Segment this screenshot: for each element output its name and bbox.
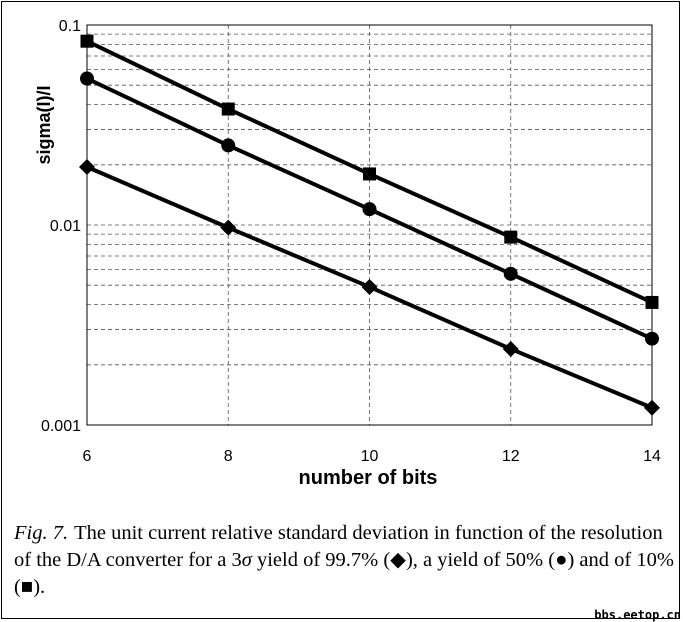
data-point-square (363, 167, 376, 181)
plot-area (86, 24, 653, 426)
data-point-circle (80, 71, 94, 86)
chart: 0.1 0.01 0.001 6 8 10 12 14 number of bits sig… (34, 18, 661, 489)
data-point-square (221, 102, 235, 116)
data-point-diamond (502, 340, 519, 357)
y-tick-label: 0.1 (59, 18, 81, 35)
data-point-diamond (644, 399, 660, 416)
data-point-square (504, 230, 518, 244)
y-tick-labels: 0.1 0.01 0.001 (41, 18, 81, 435)
x-tick-label: 12 (502, 448, 520, 465)
data-point-circle (362, 202, 377, 217)
x-axis-label: number of bits (299, 467, 438, 489)
data-point-circle (645, 331, 659, 346)
x-tick-label: 10 (361, 448, 379, 465)
chart-grid (87, 25, 652, 425)
caption-figure-label: Fig. 7. (14, 522, 69, 544)
data-point-circle (221, 138, 236, 153)
data-point-circle (503, 266, 518, 281)
x-tick-label: 14 (643, 448, 661, 465)
data-point-diamond (361, 278, 378, 295)
caption-text-part1: The unit current relative standard devia… (14, 522, 663, 571)
data-point-square (80, 34, 94, 48)
x-tick-label: 8 (224, 448, 233, 465)
x-tick-label: 6 (83, 448, 92, 465)
caption-text-part2: yield of 99.7% (◆), a yield of 50% (●) a… (14, 549, 674, 598)
data-point-diamond (220, 219, 237, 236)
series-layer (79, 34, 660, 416)
x-tick-labels: 6 8 10 12 14 (83, 448, 661, 465)
figure-caption: Fig. 7. The unit current relative standar… (14, 520, 674, 601)
y-tick-label: 0.001 (41, 418, 81, 435)
data-point-square (645, 295, 659, 309)
caption-sigma: σ (241, 549, 252, 571)
data-point-diamond (79, 158, 95, 175)
y-axis-label: sigma(I)/I (34, 85, 54, 164)
watermark: bbs.eetop.cn (594, 608, 681, 622)
y-tick-label: 0.01 (50, 218, 81, 235)
